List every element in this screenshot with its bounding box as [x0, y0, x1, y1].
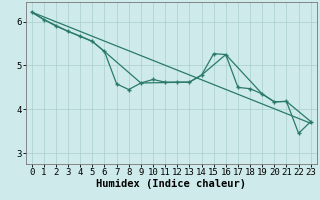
X-axis label: Humidex (Indice chaleur): Humidex (Indice chaleur)	[96, 179, 246, 189]
